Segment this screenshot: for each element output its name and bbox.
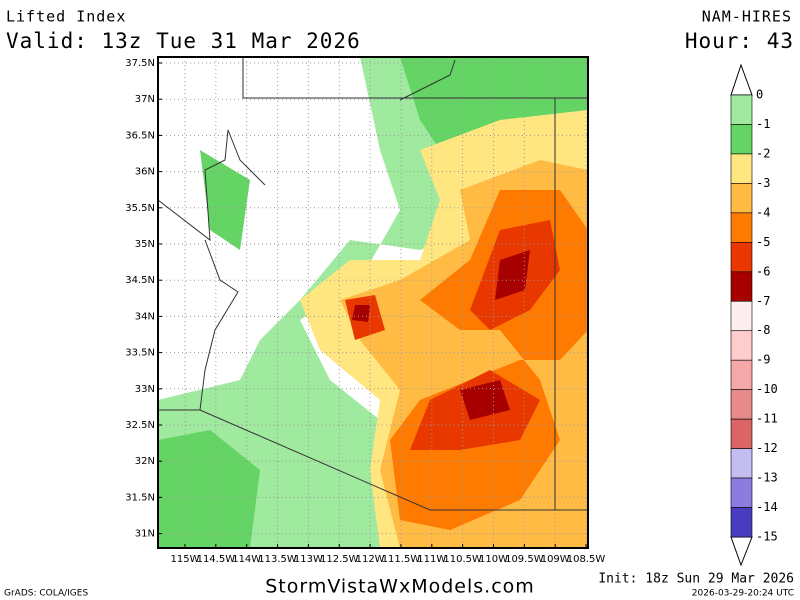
colorbar-label: 0 bbox=[756, 88, 763, 102]
colorbar-box bbox=[730, 477, 753, 508]
map-frame bbox=[157, 56, 589, 549]
colorbar-box bbox=[730, 124, 753, 155]
colorbar-label: -9 bbox=[756, 353, 770, 367]
colorbar-label: -14 bbox=[756, 500, 778, 514]
lon-label: 111.5W bbox=[382, 554, 421, 565]
colorbar-top-cap bbox=[730, 63, 753, 96]
colorbar-label: -3 bbox=[756, 176, 770, 190]
init-time: Init: 18z Sun 29 Mar 2026 bbox=[598, 572, 794, 587]
colorbar-label: -13 bbox=[756, 471, 778, 485]
colorbar-box bbox=[730, 448, 753, 479]
colorbar-box bbox=[730, 212, 753, 243]
colorbar-label: -7 bbox=[756, 294, 770, 308]
lat-labels: 37.5N 37N 36.5N 36N 35.5N 35N 34.5N 34N 33.5N 33N… bbox=[125, 58, 162, 540]
valid-time: Valid: 13z Tue 31 Mar 2026 bbox=[6, 29, 361, 53]
colorbar-label: -15 bbox=[756, 530, 778, 544]
lat-label: 34.5N bbox=[125, 275, 155, 286]
lon-label: 110W bbox=[479, 554, 508, 565]
colorbar-label: -11 bbox=[756, 412, 778, 426]
site-name: StormVistaWxModels.com bbox=[265, 576, 535, 598]
product-title: Lifted Index bbox=[6, 8, 126, 26]
lon-label: 110.5W bbox=[443, 554, 482, 565]
colorbar-box bbox=[730, 271, 753, 302]
colorbar-label: -12 bbox=[756, 441, 778, 455]
lon-label: 109W bbox=[541, 554, 570, 565]
lon-labels: 115W114.5W114W113.5W113W112.5W112W111.5W… bbox=[171, 544, 606, 565]
lat-label: 36.5N bbox=[125, 130, 155, 141]
forecast-hour: Hour: 43 bbox=[685, 29, 794, 53]
lon-label: 114W bbox=[232, 554, 261, 565]
colorbar-label: -2 bbox=[756, 146, 770, 160]
lon-label: 113.5W bbox=[258, 554, 297, 565]
lat-label: 37.5N bbox=[125, 58, 155, 69]
lon-label: 111W bbox=[417, 554, 446, 565]
lat-label: 32.5N bbox=[125, 420, 155, 431]
colorbar-box bbox=[730, 389, 753, 420]
colorbar-bottom-cap bbox=[730, 536, 753, 567]
lat-label: 37N bbox=[135, 94, 155, 105]
lat-label: 31.5N bbox=[125, 492, 155, 503]
lat-label: 31N bbox=[135, 529, 155, 540]
colorbar-label: -10 bbox=[756, 382, 778, 396]
lifted-index-field bbox=[158, 57, 588, 548]
lat-label: 36N bbox=[135, 167, 155, 178]
colorbar: 0 -1 -2 -3 -4 -5 -6 -7 -8 -9 -10 -11 -12 -13 -14 -15 bbox=[730, 63, 778, 567]
colorbar-label: -1 bbox=[756, 117, 770, 131]
lon-label: 115W bbox=[171, 554, 200, 565]
lon-label: 108.5W bbox=[567, 554, 606, 565]
colorbar-box bbox=[730, 507, 753, 538]
colorbar-label: -8 bbox=[756, 323, 770, 337]
lat-label: 32N bbox=[135, 456, 155, 467]
colorbar-box bbox=[730, 183, 753, 214]
colorbar-box bbox=[730, 242, 753, 273]
lat-label: 33N bbox=[135, 384, 155, 395]
colorbar-box bbox=[730, 330, 753, 361]
timestamp: 2026-03-29-20:24 UTC bbox=[692, 589, 794, 599]
colorbar-box bbox=[730, 94, 753, 125]
colorbar-label: -4 bbox=[756, 205, 770, 219]
lat-label: 35N bbox=[135, 239, 155, 250]
lat-label: 33.5N bbox=[125, 348, 155, 359]
lon-label: 114.5W bbox=[197, 554, 236, 565]
lat-label: 34N bbox=[135, 311, 155, 322]
lon-label: 112W bbox=[356, 554, 385, 565]
colorbar-label: -5 bbox=[756, 235, 770, 249]
colorbar-box bbox=[730, 153, 753, 184]
lon-label: 109.5W bbox=[505, 554, 544, 565]
lat-label: 35.5N bbox=[125, 203, 155, 214]
colorbar-box bbox=[730, 300, 753, 332]
lon-label: 113W bbox=[294, 554, 323, 565]
model-name: NAM-HIRES bbox=[702, 8, 792, 26]
credit: GrADS: COLA/IGES bbox=[4, 589, 88, 599]
lon-label: 112.5W bbox=[320, 554, 359, 565]
boundaries bbox=[158, 57, 588, 511]
colorbar-label: -6 bbox=[756, 264, 770, 278]
colorbar-box bbox=[730, 418, 753, 449]
colorbar-box bbox=[730, 359, 753, 390]
